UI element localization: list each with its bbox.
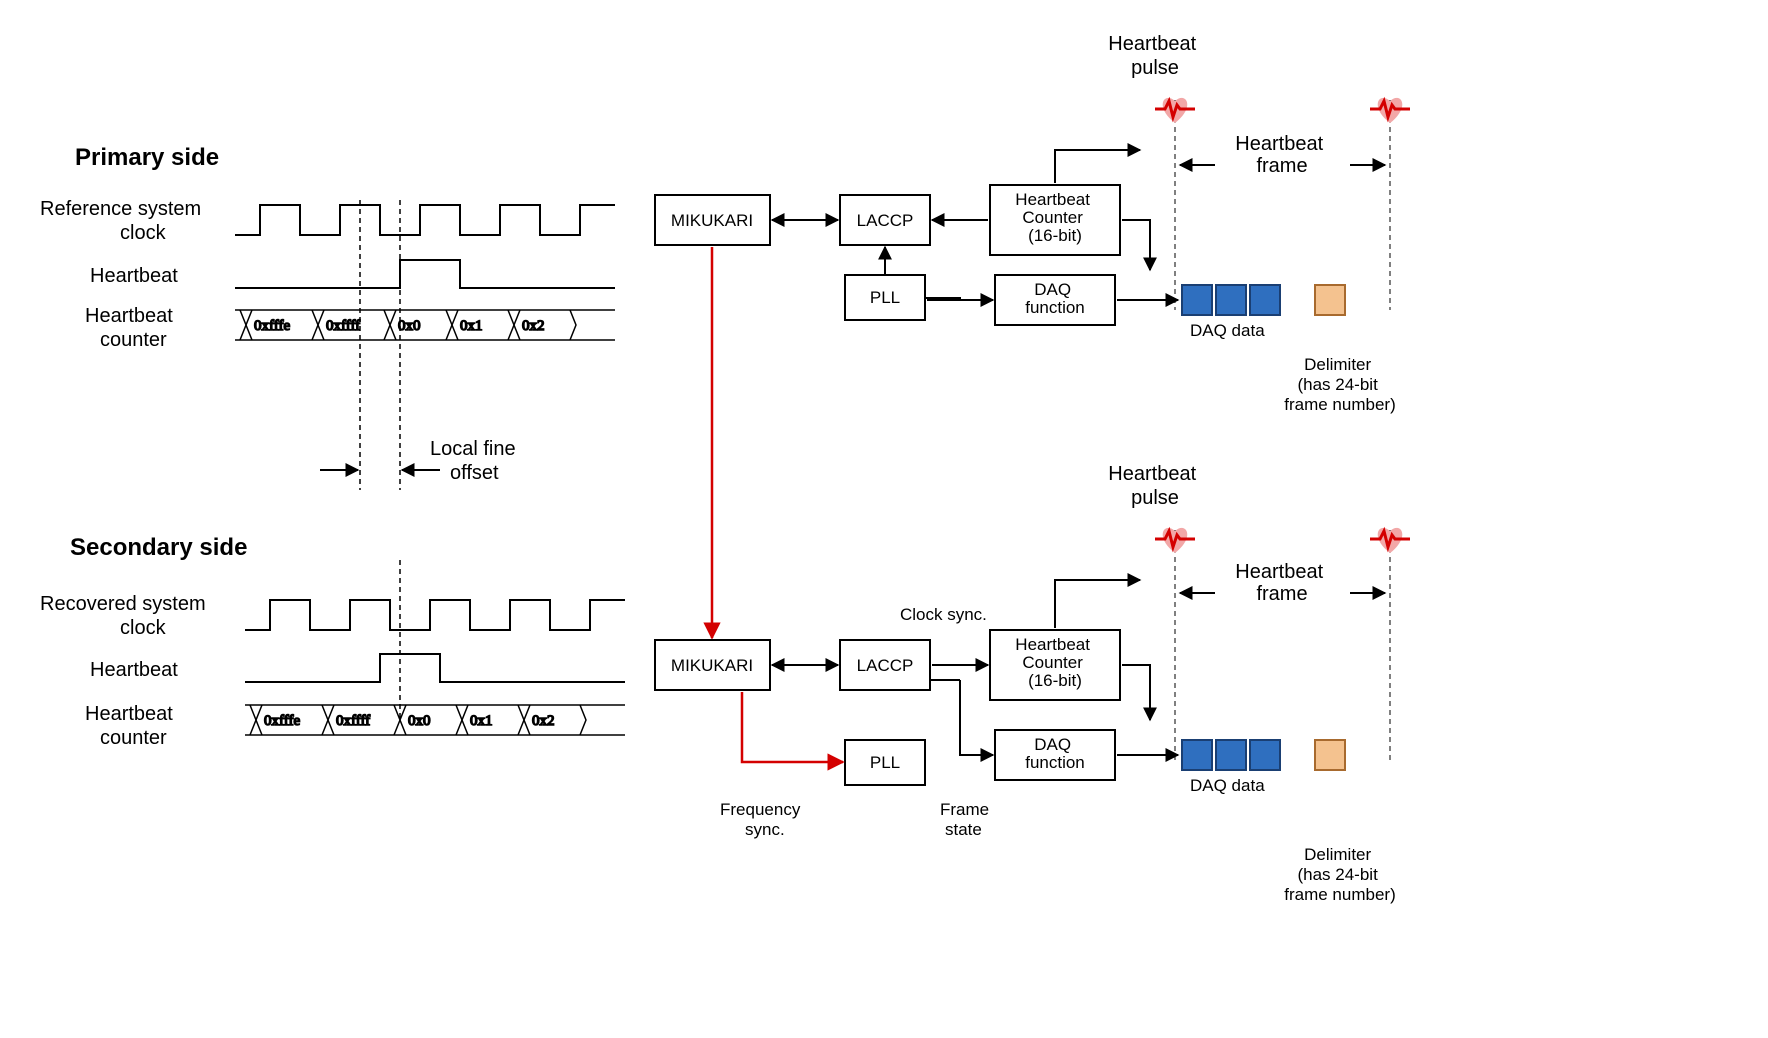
ref-clock-label: Reference system clock bbox=[40, 198, 207, 244]
counter-value: 0xffff bbox=[326, 318, 360, 334]
primary-heartbeat-wave bbox=[235, 260, 615, 288]
counter-value: 0xffff bbox=[336, 713, 370, 729]
heartbeat-label-primary: Heartbeat bbox=[90, 265, 178, 287]
frame-state-label: Frame state bbox=[940, 800, 994, 839]
local-fine-offset-label: Local fine offset bbox=[430, 438, 521, 484]
laccp-label: LACCP bbox=[857, 211, 914, 230]
svg-text:MIKUKARI: MIKUKARI bbox=[671, 656, 753, 675]
secondary-clock-wave bbox=[245, 600, 625, 630]
svg-text:LACCP: LACCP bbox=[857, 656, 914, 675]
svg-text:Heartbeat Counter: Heartbeat Counter (16-bit) bbox=[1015, 635, 1094, 690]
bot-wires: Clock sync. bbox=[772, 580, 1178, 755]
counter-value: 0x2 bbox=[522, 318, 545, 334]
heartbeat-label-secondary: Heartbeat bbox=[90, 659, 178, 681]
hb-counter-label-primary: Heartbeat counter bbox=[85, 305, 178, 351]
counter-value: 0x0 bbox=[398, 318, 421, 334]
hb-counter-label-secondary: Heartbeat counter bbox=[85, 703, 178, 749]
daq-data-label-bot: DAQ data bbox=[1190, 776, 1265, 795]
left-panel: Primary side Reference system clock Hear… bbox=[40, 144, 625, 749]
pll-label: PLL bbox=[870, 288, 900, 307]
svg-text:PLL: PLL bbox=[870, 753, 900, 772]
svg-text:Clock sync.: Clock sync. bbox=[900, 605, 987, 624]
secondary-counter-boxes: 0xfffe 0xffff 0x0 0x1 0x2 bbox=[245, 705, 625, 735]
svg-text:DAQ function: DAQ function bbox=[1025, 735, 1085, 772]
counter-value: 0x2 bbox=[532, 713, 555, 729]
primary-counter-boxes: 0xfffe 0xffff 0x0 0x1 0x2 bbox=[235, 310, 615, 340]
right-panel: Heartbeat pulse Heartbeat frame MIKUKARI… bbox=[655, 33, 1410, 904]
hb-frame-label-bot: Heartbeat frame bbox=[1235, 561, 1328, 605]
secondary-heartbeat-wave bbox=[245, 654, 625, 682]
daq-data-bot bbox=[1182, 740, 1345, 770]
heart-icon bbox=[1370, 98, 1410, 123]
daq-text-top: DAQ function bbox=[1025, 280, 1085, 317]
hb-pulse-label-top: Heartbeat pulse bbox=[1108, 33, 1201, 79]
delimiter-label-bot: Delimiter (has 24-bit frame number) bbox=[1284, 845, 1395, 904]
daq-data-label-top: DAQ data bbox=[1190, 321, 1265, 340]
mikukari-label: MIKUKARI bbox=[671, 211, 753, 230]
primary-clock-wave bbox=[235, 205, 615, 235]
counter-value: 0x0 bbox=[408, 713, 431, 729]
daq-data-top bbox=[1182, 285, 1345, 315]
heart-icon bbox=[1370, 528, 1410, 553]
top-wires bbox=[772, 150, 1178, 300]
counter-value: 0x1 bbox=[470, 713, 493, 729]
heart-icon bbox=[1155, 98, 1195, 123]
heart-icon bbox=[1155, 528, 1195, 553]
freq-sync-label: Frequency sync. bbox=[720, 800, 805, 839]
counter-value: 0x1 bbox=[460, 318, 483, 334]
counter-value: 0xfffe bbox=[264, 713, 300, 729]
secondary-side-title: Secondary side bbox=[70, 534, 247, 561]
hb-counter-text-top: Heartbeat Counter (16-bit) bbox=[1015, 190, 1094, 245]
rec-clock-label: Recovered system clock bbox=[40, 593, 211, 639]
freq-sync-arrow bbox=[742, 692, 843, 762]
delimiter-label-top: Delimiter (has 24-bit frame number) bbox=[1284, 355, 1395, 414]
hb-pulse-label-bot: Heartbeat pulse bbox=[1108, 463, 1201, 509]
diagram-root: Primary side Reference system clock Hear… bbox=[0, 0, 1768, 1038]
hb-frame-label-top: Heartbeat frame bbox=[1235, 133, 1328, 177]
primary-side-title: Primary side bbox=[75, 144, 219, 171]
counter-value: 0xfffe bbox=[254, 318, 290, 334]
